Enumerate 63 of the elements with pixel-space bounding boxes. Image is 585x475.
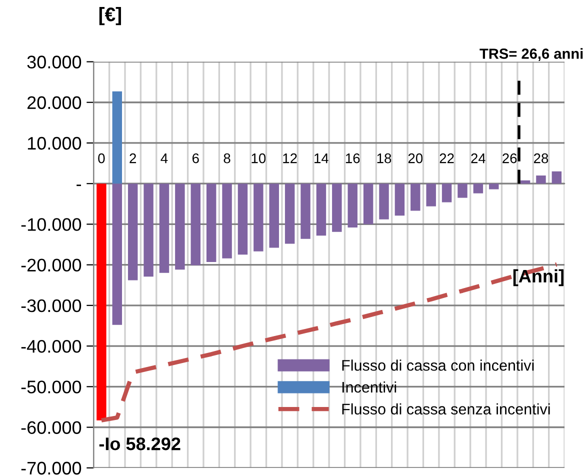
x-tick-label: 14 — [314, 154, 329, 164]
bar — [254, 184, 264, 252]
x-tick-label: 0 — [98, 153, 105, 164]
bar — [144, 184, 154, 277]
bar — [426, 184, 436, 206]
x-tick-label: 2 — [130, 153, 136, 164]
x-tick-label: 10 — [252, 153, 266, 164]
y-tick-label: -40.000 — [21, 340, 82, 353]
bar — [520, 180, 530, 184]
bar — [316, 184, 326, 236]
annotation: -Io 58.292 — [99, 437, 180, 450]
x-tick-label: 18 — [377, 153, 392, 164]
bar — [536, 175, 546, 184]
bar — [442, 184, 452, 202]
x-tick-label: 6 — [192, 153, 199, 164]
bar — [363, 184, 374, 224]
legend-label: Incentivi — [342, 381, 396, 393]
bar — [489, 184, 499, 190]
x-tick-label: 20 — [408, 153, 423, 164]
bar — [112, 184, 122, 325]
bar — [348, 184, 358, 228]
y-tick-label: -20.000 — [21, 258, 82, 272]
bar — [222, 184, 232, 258]
x-axis-title: [Anni] — [513, 269, 564, 286]
bar — [552, 171, 562, 184]
bar — [284, 184, 295, 244]
bar — [206, 184, 216, 262]
x-tick-label: 22 — [440, 153, 454, 164]
bar — [473, 184, 484, 194]
legend-label: Flusso di cassa senza incentivi — [342, 403, 550, 415]
legend-label: Flusso di cassa con incentivi — [342, 360, 534, 371]
bar — [238, 184, 248, 255]
bar — [300, 184, 310, 239]
x-tick-label: 16 — [346, 153, 360, 164]
x-tick-label: 28 — [534, 153, 548, 164]
bar — [410, 184, 420, 211]
bar — [190, 184, 200, 266]
x-tick-label: 4 — [160, 154, 168, 164]
bar — [96, 184, 106, 420]
bar — [112, 91, 122, 184]
x-tick-label: 24 — [471, 153, 486, 164]
bar — [269, 184, 279, 248]
y-tick-label: 20.000 — [27, 96, 82, 110]
y-axis-title: [€] — [99, 7, 121, 26]
x-tick-label: 26 — [502, 153, 517, 164]
bar — [159, 184, 170, 273]
y-tick-label: -30.000 — [21, 299, 82, 312]
y-tick-label: -70.000 — [21, 462, 82, 475]
x-tick-label: 12 — [283, 153, 297, 164]
y-tick-label: - — [76, 184, 81, 186]
bar — [394, 184, 405, 216]
y-tick-label: -50.000 — [21, 380, 82, 394]
bar — [379, 184, 389, 220]
y-tick-label: -60.000 — [21, 421, 82, 434]
bar — [332, 184, 342, 232]
ref-line-label: TRS= 26,6 anni — [480, 48, 583, 61]
y-tick-label: 10.000 — [28, 136, 82, 150]
bar — [175, 184, 185, 270]
x-tick-label: 8 — [224, 153, 230, 164]
bar — [458, 184, 468, 198]
bar — [128, 184, 138, 280]
y-tick-label: 30.000 — [27, 56, 82, 68]
y-tick-label: -10.000 — [21, 218, 82, 231]
